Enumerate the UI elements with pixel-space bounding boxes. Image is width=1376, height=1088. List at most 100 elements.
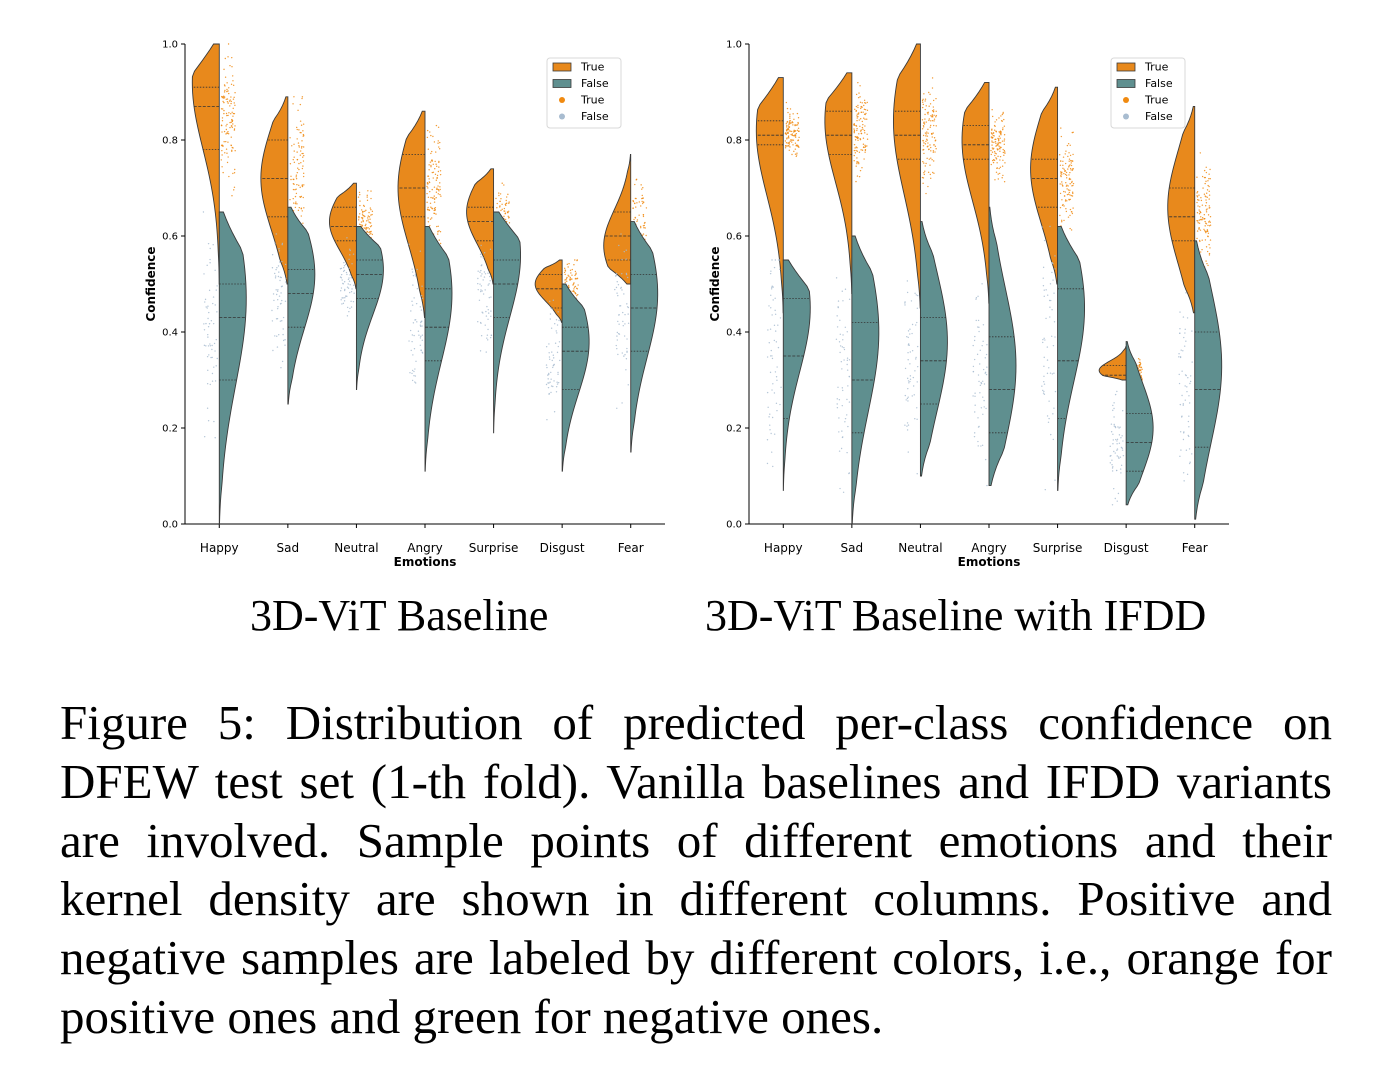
sample-point — [489, 336, 492, 339]
sample-point — [994, 154, 996, 157]
sample-point — [429, 202, 432, 205]
sample-point — [1002, 159, 1004, 161]
sample-point — [281, 285, 283, 287]
sample-point — [859, 138, 862, 141]
sample-point — [298, 206, 301, 209]
sample-point — [224, 57, 226, 60]
sample-point — [577, 284, 579, 286]
sample-point — [854, 108, 856, 111]
sample-point — [990, 153, 992, 156]
sample-point — [545, 346, 548, 348]
sample-point — [430, 206, 432, 208]
sample-point — [859, 96, 861, 98]
sample-point — [508, 201, 510, 203]
sample-point — [282, 328, 284, 330]
sample-point — [298, 146, 300, 148]
sample-point — [924, 132, 927, 134]
sample-point — [439, 188, 441, 191]
sample-point — [299, 196, 301, 198]
sample-point — [856, 157, 858, 159]
violin-true-neutral — [892, 43, 921, 309]
sample-point — [1208, 190, 1210, 193]
sample-point — [368, 228, 371, 230]
sample-point — [550, 371, 552, 374]
sample-point — [640, 184, 642, 186]
sample-point — [281, 260, 283, 263]
sample-point — [925, 162, 927, 165]
sample-point — [914, 370, 916, 372]
sample-point — [1069, 227, 1071, 230]
sample-point — [1065, 185, 1068, 187]
sample-point — [859, 125, 861, 127]
sample-point — [421, 334, 424, 336]
sample-point — [438, 148, 441, 150]
sample-point — [271, 267, 274, 269]
sample-point — [484, 324, 486, 326]
sample-point — [553, 380, 555, 382]
sample-point — [787, 132, 789, 134]
sample-point — [500, 198, 502, 200]
sample-point — [211, 380, 214, 382]
sample-point — [1179, 455, 1181, 458]
sample-point — [634, 197, 637, 200]
sample-point — [507, 211, 509, 214]
sample-point — [769, 371, 772, 374]
sample-point — [1059, 206, 1062, 209]
y-tick-label: 0.2 — [726, 424, 742, 435]
sample-point — [230, 83, 233, 86]
sample-point — [916, 345, 919, 348]
sample-point — [1053, 407, 1055, 409]
sample-point — [293, 202, 295, 204]
sample-point — [1001, 113, 1004, 116]
sample-point — [916, 321, 918, 324]
sample-point — [616, 292, 618, 294]
sample-point — [784, 140, 787, 142]
sample-point — [926, 135, 929, 137]
sample-point — [1205, 211, 1208, 213]
sample-point — [1196, 237, 1198, 240]
sample-point — [991, 144, 993, 146]
sample-point — [301, 97, 303, 100]
sample-point — [369, 218, 371, 220]
sample-point — [1046, 372, 1049, 375]
sample-point — [785, 145, 787, 147]
sample-point — [922, 160, 924, 163]
sample-point — [1139, 359, 1141, 361]
sample-point — [1207, 264, 1209, 267]
sample-point — [419, 324, 422, 326]
violin-true-fear — [1167, 105, 1196, 314]
sample-point — [907, 330, 910, 332]
sample-point — [997, 155, 999, 158]
sample-point — [922, 125, 925, 127]
sample-point — [233, 129, 236, 131]
sample-point — [206, 382, 209, 385]
sample-point — [1115, 438, 1117, 441]
sample-point — [914, 292, 916, 295]
sample-point — [1206, 196, 1209, 198]
sample-point — [430, 152, 432, 155]
sample-point — [1111, 464, 1113, 466]
sample-point — [990, 149, 992, 152]
sample-point — [576, 277, 579, 280]
sample-point — [774, 330, 777, 332]
sample-point — [429, 218, 432, 220]
sample-point — [574, 285, 577, 288]
sample-point — [576, 294, 578, 297]
sample-point — [365, 223, 367, 226]
sample-point — [489, 221, 491, 223]
sample-point — [557, 373, 559, 376]
sample-point — [567, 284, 570, 287]
sample-point — [495, 197, 497, 200]
sample-point — [419, 306, 422, 308]
sample-point — [428, 209, 430, 211]
sample-point — [366, 194, 368, 197]
sample-point — [480, 335, 483, 337]
sample-point — [627, 322, 630, 324]
x-tick-label-angry: Angry — [407, 541, 442, 555]
sample-point — [979, 363, 981, 365]
sample-point — [546, 419, 548, 421]
sample-point — [636, 202, 638, 204]
sample-point — [302, 222, 304, 224]
sample-point — [622, 320, 624, 323]
sample-point — [860, 129, 862, 131]
